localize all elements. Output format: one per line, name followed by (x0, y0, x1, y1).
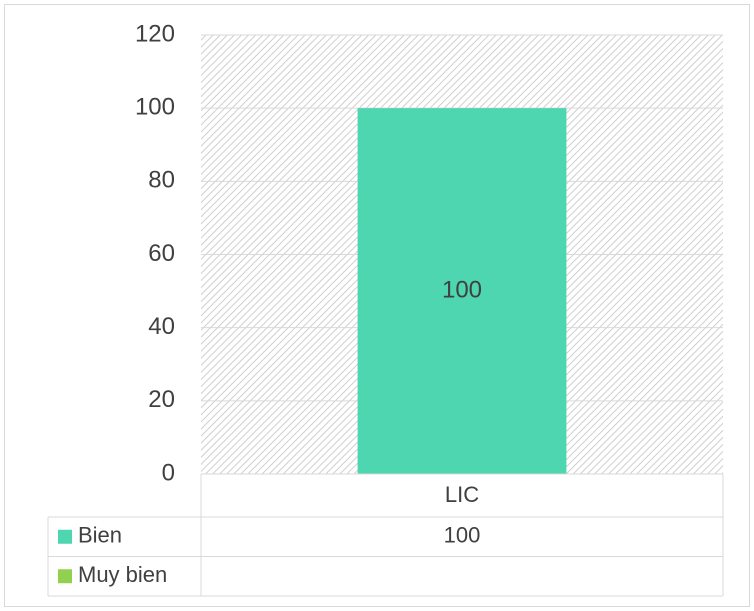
legend-swatch (58, 569, 72, 584)
y-tick-label: 0 (162, 459, 175, 486)
legend-label: Muy bien (78, 562, 167, 587)
y-tick-label: 120 (135, 20, 175, 47)
legend-swatch (58, 529, 72, 544)
bar (357, 108, 567, 475)
y-tick-label: 40 (148, 313, 175, 340)
data-label: 100 (442, 276, 482, 303)
y-tick-label: 20 (148, 386, 175, 413)
y-tick-label: 80 (148, 167, 175, 194)
y-tick-label: 100 (135, 94, 175, 121)
legend-label: Bien (78, 523, 122, 548)
x-tick-label: LIC (445, 482, 479, 507)
table-value: 100 (444, 523, 481, 548)
y-tick-label: 60 (148, 240, 175, 267)
